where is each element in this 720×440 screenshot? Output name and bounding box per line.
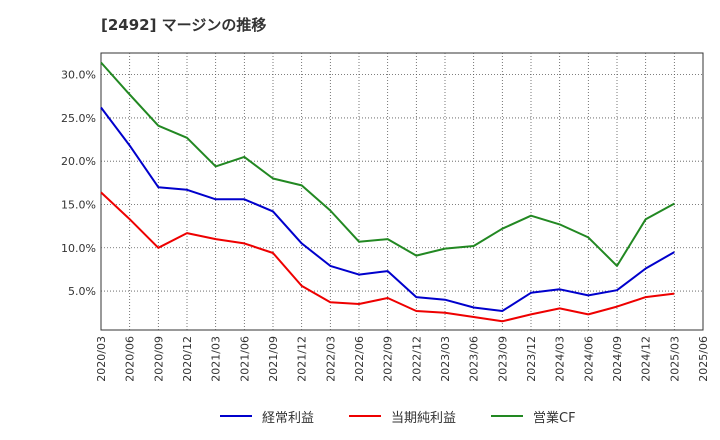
x-tick-label: 2021/12: [296, 336, 309, 382]
x-tick-label: 2023/06: [468, 336, 481, 382]
x-tick-label: 2022/03: [324, 336, 337, 382]
x-tick-label: 2024/12: [640, 336, 653, 382]
y-tick-label: 5.0%: [68, 285, 96, 298]
legend-swatch-junri: [349, 415, 381, 417]
x-tick-label: 2020/03: [95, 336, 108, 382]
legend-label-keijo: 経常利益: [262, 410, 315, 426]
y-tick-label: 10.0%: [61, 242, 96, 255]
x-tick-label: 2025/06: [697, 336, 710, 382]
x-tick-label: 2021/06: [238, 336, 251, 382]
series-line-1: [100, 191, 675, 323]
x-tick-label: 2020/12: [181, 336, 194, 382]
y-tick-label: 15.0%: [61, 198, 96, 211]
x-tick-label: 2022/09: [382, 336, 395, 382]
x-tick-label: 2025/03: [668, 336, 681, 382]
y-axis-ticks: 5.0% 10.0% 15.0% 20.0% 25.0% 30.0%: [61, 69, 96, 298]
x-tick-label: 2020/06: [124, 336, 137, 382]
legend: 経常利益 当期純利益 営業CF: [0, 404, 720, 428]
x-tick-label: 2023/12: [525, 336, 538, 382]
series-line-0: [100, 106, 675, 312]
x-tick-label: 2023/03: [439, 336, 452, 382]
x-tick-label: 2024/06: [582, 336, 595, 382]
legend-item-eigyo-cf: 営業CF: [491, 404, 576, 428]
y-tick-label: 30.0%: [61, 69, 96, 82]
x-axis-ticks: 2020/03 2020/06 2020/09 2020/12 2021/03 2021/…: [95, 336, 710, 382]
y-tick-label: 25.0%: [61, 112, 96, 125]
series-line-2: [100, 61, 675, 267]
legend-swatch-keijo: [220, 415, 252, 417]
x-tick-label: 2023/09: [496, 336, 509, 382]
x-tick-label: 2024/09: [611, 336, 624, 382]
legend-item-keijo: 経常利益: [220, 404, 314, 428]
series-lines: [100, 61, 675, 323]
legend-label-junri: 当期純利益: [391, 410, 457, 426]
legend-item-junri: 当期純利益: [349, 404, 456, 428]
legend-label-eigyo-cf: 営業CF: [533, 410, 576, 426]
x-tick-label: 2022/12: [410, 336, 423, 382]
y-tick-label: 20.0%: [61, 155, 96, 168]
legend-swatch-eigyo-cf: [491, 415, 523, 417]
x-tick-label: 2022/06: [353, 336, 366, 382]
x-tick-label: 2021/09: [267, 336, 280, 382]
chart-title: [2492] マージンの推移: [101, 16, 267, 34]
x-tick-label: 2021/03: [210, 336, 223, 382]
x-tick-label: 2020/09: [152, 336, 165, 382]
x-tick-label: 2024/03: [554, 336, 567, 382]
